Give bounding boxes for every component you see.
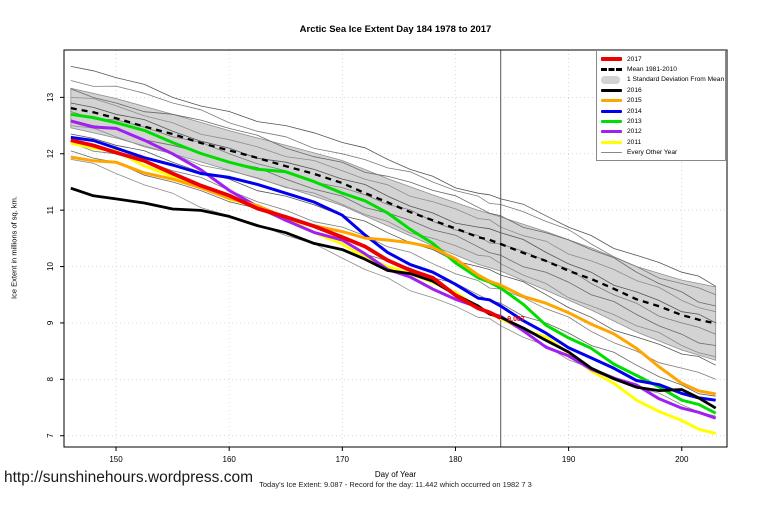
y-tick-label: 7	[46, 433, 55, 438]
x-tick-label: 170	[336, 455, 350, 464]
legend-label: 2016	[627, 86, 642, 94]
line-swatch-icon	[601, 120, 622, 124]
chart-title: Arctic Sea Ice Extent Day 184 1978 to 20…	[299, 24, 492, 35]
other-year-line	[70, 66, 716, 287]
other-year-line	[70, 142, 716, 380]
legend-swatch-line	[601, 57, 622, 62]
series-line-2016	[70, 186, 717, 410]
legend-item: 2013	[601, 116, 722, 126]
series-line-mean-1981-2010	[70, 106, 716, 325]
other-year-line	[70, 102, 716, 324]
legend-label: 2017	[627, 55, 642, 63]
legend-item: 1 Standard Deviation From Mean	[601, 75, 725, 85]
legend-label: Every Other Year	[627, 149, 678, 157]
x-tick-label: 160	[223, 455, 237, 464]
y-tick-label: 12	[46, 149, 55, 158]
legend-item: 2016	[601, 85, 722, 95]
y-tick-label: 11	[46, 206, 55, 215]
line-swatch-icon	[601, 152, 622, 154]
legend-label: Mean 1981-2010	[627, 66, 677, 74]
legend-swatch-line	[601, 130, 622, 134]
legend-item: 2014	[601, 106, 722, 116]
series-line-2017	[70, 138, 502, 320]
legend-item: 2011	[601, 137, 722, 147]
y-tick-label: 8	[46, 377, 55, 382]
line-swatch-icon	[601, 140, 622, 144]
other-year-line	[70, 80, 716, 296]
x-axis-label: Day of Year	[374, 470, 417, 479]
x-tick-label: 180	[449, 455, 463, 464]
x-tick-label: 150	[109, 455, 123, 464]
other-year-line	[70, 97, 716, 313]
legend-swatch-dash	[601, 68, 622, 72]
y-tick-label: 13	[46, 92, 55, 101]
legend-item: 2015	[601, 96, 722, 106]
legend-item: 2012	[601, 127, 722, 137]
line-swatch-icon	[601, 109, 622, 113]
legend-label: 2015	[627, 97, 642, 105]
plot-border	[63, 49, 728, 448]
x-tick-label: 200	[675, 455, 689, 464]
legend-swatch-line	[601, 109, 622, 113]
x-tick-label: 190	[562, 455, 576, 464]
line-swatch-icon	[601, 130, 622, 134]
legend-label: 2012	[627, 128, 642, 136]
legend-swatch-line	[601, 88, 622, 92]
chart-legend: 2017 Mean 1981-2010 1 Standard Deviation F…	[596, 50, 726, 161]
legend-swatch-line	[601, 140, 622, 144]
legend-swatch-line	[601, 152, 622, 154]
legend-label: 1 Standard Deviation From Mean	[627, 76, 725, 84]
legend-item: Every Other Year	[601, 148, 722, 158]
series-line-2014	[70, 135, 716, 402]
dash-swatch-icon	[601, 68, 622, 72]
y-tick-label: 9	[46, 320, 55, 325]
legend-item: Mean 1981-2010	[601, 64, 722, 74]
line-swatch-icon	[601, 57, 622, 62]
site-url: http://sunshinehours.wordpress.com	[4, 469, 253, 486]
y-tick-label: 10	[46, 262, 55, 271]
annotation-todays-extent: 9.087	[507, 316, 525, 323]
other-year-line	[70, 133, 716, 366]
legend-label: 2013	[627, 118, 642, 126]
legend-swatch-line	[601, 120, 622, 124]
legend-swatch-line	[601, 99, 622, 103]
legend-swatch-band	[601, 75, 622, 84]
stats-line: Today's Ice Extent: 9.087 - Record for t…	[259, 480, 532, 489]
line-swatch-icon	[601, 99, 622, 103]
series-line-2015	[70, 155, 716, 396]
other-year-line	[70, 88, 716, 307]
band-swatch-icon	[601, 75, 620, 84]
legend-label: 2014	[627, 107, 642, 115]
other-year-line	[70, 125, 716, 358]
series-line-2013	[70, 112, 717, 415]
legend-label: 2011	[627, 138, 642, 146]
line-swatch-icon	[601, 88, 622, 92]
legend-item: 2017	[601, 54, 722, 64]
